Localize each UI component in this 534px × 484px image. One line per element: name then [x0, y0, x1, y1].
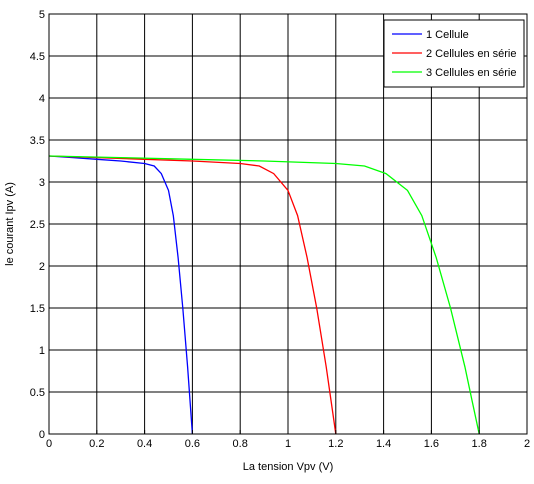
- series-line-2: [48, 155, 337, 435]
- x-tick-label: 1.4: [376, 438, 391, 450]
- x-tick-label: 0.2: [89, 438, 104, 450]
- y-tick-label: 2: [39, 261, 45, 273]
- x-tick-label: 1.8: [472, 438, 487, 450]
- legend-label-1: 1 Cellule: [426, 29, 469, 41]
- series-lines: [48, 155, 480, 435]
- x-tick-label: 1.6: [424, 438, 439, 450]
- y-tick-label: 1.5: [30, 303, 45, 315]
- legend-label-2: 2 Cellules en série: [426, 48, 517, 60]
- series-line-1: [48, 155, 194, 435]
- x-tick-label: 0.4: [137, 438, 152, 450]
- y-tick-label: 4: [39, 93, 45, 105]
- x-tick-label: 1.2: [328, 438, 343, 450]
- y-tick-label: 1: [39, 345, 45, 357]
- tick-labels: 0 0.2 0.4 0.6 0.8 1 1.2 1.4 1.6 1.8 2 0 0.5 1 1.5 2 2.5 3…: [30, 9, 530, 450]
- y-tick-label: 3.5: [30, 135, 45, 147]
- y-axis-label: le courant Ipv (A): [4, 182, 16, 266]
- y-tick-label: 3: [39, 177, 45, 189]
- y-tick-label: 0: [39, 429, 45, 441]
- y-tick-label: 4.5: [30, 51, 45, 63]
- x-tick-label: 0.8: [233, 438, 248, 450]
- legend-label-3: 3 Cellules en série: [426, 67, 517, 79]
- series-line-3: [48, 155, 480, 435]
- x-tick-label: 0: [46, 438, 52, 450]
- x-tick-label: 2: [524, 438, 530, 450]
- x-axis-label: La tension Vpv (V): [243, 461, 334, 473]
- x-tick-label: 1: [285, 438, 291, 450]
- x-tick-label: 0.6: [185, 438, 200, 450]
- y-tick-label: 2.5: [30, 219, 45, 231]
- legend: 1 Cellule 2 Cellules en série 3 Cellules e…: [383, 19, 525, 88]
- y-tick-label: 5: [39, 9, 45, 21]
- y-tick-label: 0.5: [30, 387, 45, 399]
